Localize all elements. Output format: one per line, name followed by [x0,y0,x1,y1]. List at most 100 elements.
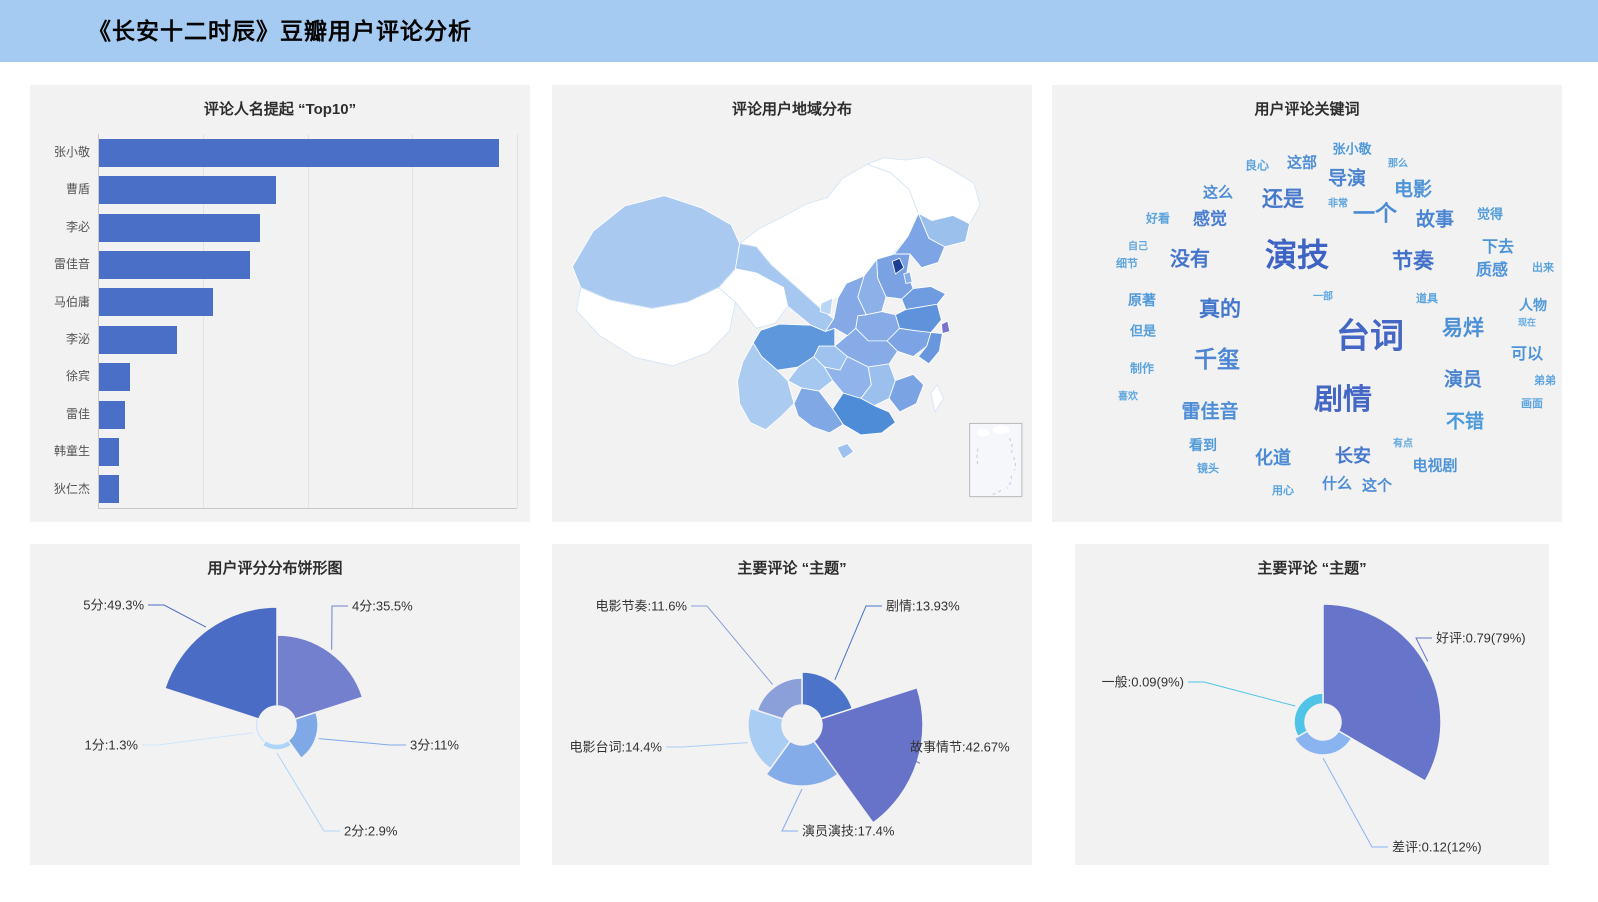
china-map [552,85,1032,522]
cloud-word: 下去 [1481,239,1515,256]
pie-slice[interactable] [163,606,278,721]
pie-slice[interactable] [287,711,319,760]
cloud-word: 感觉 [1193,209,1227,229]
app-header: 《长安十二时辰》豆瓣用户评论分析 [0,0,1598,62]
pie-slice[interactable] [801,671,854,720]
cloud-word: 没有 [1170,248,1210,271]
cloud-word: 故事 [1415,209,1455,231]
label-leader-line [318,738,406,746]
bar[interactable] [99,325,177,354]
cloud-word: 演技 [1264,237,1330,273]
map-province[interactable] [903,271,913,284]
label-leader-line [148,604,207,628]
cloud-word: 弟弟 [1534,375,1556,387]
grid-line [202,134,204,508]
pie-slice-label: 电影节奏:11.6% [595,599,687,614]
bar[interactable] [99,176,277,205]
label-leader-line [276,752,340,832]
map-province[interactable] [819,297,834,316]
cloud-word: 看到 [1189,437,1217,453]
pie-slice[interactable] [756,677,803,720]
pie-slice[interactable] [812,686,924,824]
pie-slice-label: 剧情:13.93% [886,599,960,614]
bar[interactable] [99,213,261,242]
sentiment-pie-title: 主要评论 “主题” [1257,560,1367,577]
map-title: 评论用户地域分布 [731,101,852,118]
bar[interactable] [99,475,120,504]
grid-line [517,134,518,508]
cloud-word: 电视剧 [1412,457,1458,475]
grid-line [412,134,414,508]
cloud-word: 导演 [1327,168,1367,190]
rating-pie-title: 用户评分分布饼形图 [207,560,343,577]
bar[interactable] [99,363,130,392]
map-province[interactable] [866,156,981,225]
pie-slice-label: 电影台词:14.4% [570,740,663,755]
map-province[interactable] [824,275,867,337]
label-leader-line [1415,637,1432,662]
pie-slice[interactable] [747,707,792,770]
cloud-word: 电影 [1393,179,1433,201]
category-label: 李必 [65,219,90,234]
panel-keyword-cloud: 用户评论关键词 良心 这部 张小敬 那么 导演 电影 这么 还是 非常 一个 故事 觉得 好看 感觉 下去 自… [1052,85,1562,522]
cloud-word: 镜头 [1197,463,1219,475]
cloud-word: 真的 [1199,298,1241,321]
pie-slice-label: 4分:35.5% [352,599,413,614]
grid-line [307,134,309,508]
cloud-word: 剧情 [1313,384,1373,416]
cloud-word: 易烊 [1442,317,1484,340]
cloud-word: 张小敬 [1332,141,1372,157]
label-leader-line [142,732,254,746]
category-label: 狄仁杰 [53,481,90,496]
map-province[interactable] [576,287,736,367]
panel-name-mentions: 评论人名提起 “Top10” 张小敬 曹盾 李必 雷佳音 马伯庸 李泌 徐宾 雷佳 韩童生 狄仁杰 [30,85,530,522]
label-leader-line [781,788,803,832]
map-province[interactable] [940,320,951,334]
pie-slice[interactable] [276,634,364,721]
map-province[interactable] [894,303,942,333]
pie-slice[interactable] [1293,729,1353,756]
cloud-word: 非常 [1328,198,1348,210]
pie-slice-label: 故事情节:42.67% [910,740,1010,755]
pie-slice-label: 好评:0.79(79%) [1436,631,1526,646]
bar[interactable] [99,288,214,317]
map-province[interactable] [787,356,834,392]
bar[interactable] [99,400,125,429]
map-province[interactable] [917,332,943,365]
pie-slice[interactable] [254,717,267,744]
cloud-word: 道具 [1416,293,1438,305]
pie-slice[interactable] [765,740,839,787]
x-axis-line [98,508,517,509]
cloud-word: 自己 [1128,241,1148,253]
cloud-word: 千玺 [1194,346,1240,372]
pie-slice-label: 5分:49.3% [83,598,144,613]
cloud-word: 用心 [1272,485,1294,497]
cloud-word: 人物 [1519,297,1547,313]
cloud-word: 良心 [1244,158,1270,173]
map-province[interactable] [860,363,896,407]
bar[interactable] [99,138,500,167]
map-province[interactable] [793,387,844,434]
map-province[interactable] [930,384,944,413]
cloud-word: 这个 [1361,477,1393,495]
pie-slice-label: 1分:1.3% [85,738,139,753]
theme-pie-title: 主要评论 “主题” [737,560,847,577]
map-province[interactable] [888,373,925,413]
cloud-word: 现在 [1517,317,1537,328]
mentions-bar-chart: 张小敬 曹盾 李必 雷佳音 马伯庸 李泌 徐宾 雷佳 韩童生 狄仁杰 [30,85,530,522]
panel-theme-pie: 主要评论 “主题” 剧情:13.93% 故事情节:42.67% 演员演技:17.4%… [552,544,1032,865]
map-province[interactable] [891,257,905,275]
map-province[interactable] [737,342,795,431]
bar[interactable] [99,437,120,466]
map-province[interactable] [836,442,855,460]
category-label: 雷佳音 [53,257,90,272]
pie-slice[interactable] [1322,603,1442,783]
bar[interactable] [99,250,250,279]
pie-slice[interactable] [261,739,293,751]
theme-rose-chart: 剧情:13.93% 故事情节:42.67% 演员演技:17.4% 电影台词:14.4%… [552,544,1032,865]
pie-slice[interactable] [1293,692,1324,738]
cloud-word: 那么 [1388,158,1408,170]
cloud-word: 不错 [1445,411,1485,433]
label-leader-line [331,605,348,650]
label-leader-line [691,605,773,685]
